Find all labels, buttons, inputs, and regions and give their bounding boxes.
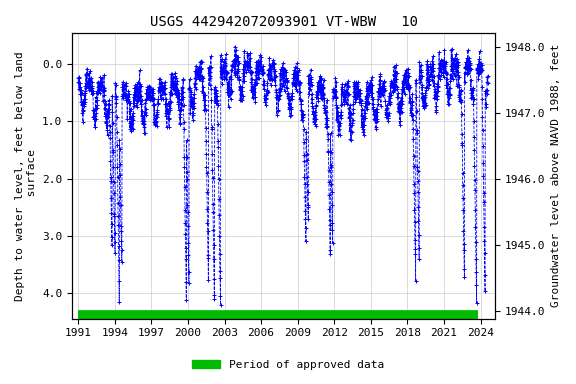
Y-axis label: Depth to water level, feet below land
 surface: Depth to water level, feet below land su…: [15, 51, 37, 301]
Legend: Period of approved data: Period of approved data: [188, 356, 388, 375]
Title: USGS 442942072093901 VT-WBW   10: USGS 442942072093901 VT-WBW 10: [150, 15, 418, 29]
Y-axis label: Groundwater level above NAVD 1988, feet: Groundwater level above NAVD 1988, feet: [551, 44, 561, 307]
